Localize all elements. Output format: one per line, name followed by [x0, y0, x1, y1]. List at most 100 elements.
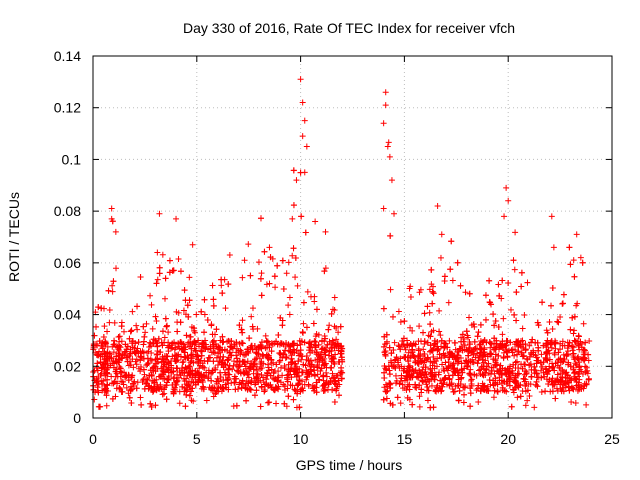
data-point [239, 274, 246, 281]
data-point [436, 351, 443, 358]
data-point [309, 347, 316, 354]
data-point [434, 202, 441, 209]
data-point [399, 381, 406, 388]
data-point [190, 359, 197, 366]
data-point [429, 362, 436, 369]
data-point [225, 281, 232, 288]
data-point [241, 257, 248, 264]
data-point [391, 363, 398, 370]
data-point [193, 348, 200, 355]
data-point [303, 376, 310, 383]
data-point [119, 378, 126, 385]
data-point [214, 345, 221, 352]
data-point [454, 352, 461, 359]
data-point [277, 379, 284, 386]
data-point [321, 382, 328, 389]
data-point [570, 386, 577, 393]
data-point [380, 205, 387, 212]
data-point [279, 322, 286, 329]
data-point [468, 377, 475, 384]
data-point [100, 377, 107, 384]
data-point [427, 333, 434, 340]
data-point [243, 365, 250, 372]
data-point [260, 360, 267, 367]
data-point [243, 369, 250, 376]
data-point [319, 357, 326, 364]
data-point [172, 379, 179, 386]
data-point [546, 376, 553, 383]
data-point [225, 356, 232, 363]
data-point [165, 329, 172, 336]
data-point [580, 346, 587, 353]
data-point [263, 337, 270, 344]
data-point [479, 356, 486, 363]
data-point [486, 277, 493, 284]
data-point [533, 370, 540, 377]
data-point [513, 289, 520, 296]
data-point [544, 340, 551, 347]
data-point [426, 309, 433, 316]
data-point [380, 396, 387, 403]
data-point [491, 387, 498, 394]
data-point [153, 387, 160, 394]
data-point [157, 349, 164, 356]
data-point [157, 373, 164, 380]
data-point [326, 322, 333, 329]
data-point [300, 299, 307, 306]
data-point [229, 345, 236, 352]
data-point [268, 366, 275, 373]
data-point [335, 329, 342, 336]
data-point [117, 365, 124, 372]
data-point [150, 364, 157, 371]
data-point [409, 327, 416, 334]
data-point [548, 302, 555, 309]
data-point [440, 340, 447, 347]
data-point [148, 404, 155, 411]
data-point [337, 323, 344, 330]
data-point [327, 377, 334, 384]
data-point [301, 169, 308, 176]
data-point [552, 360, 559, 367]
data-point [183, 391, 190, 398]
data-point [503, 184, 510, 191]
data-point [338, 342, 345, 349]
data-point [392, 380, 399, 387]
data-point [177, 319, 184, 326]
data-point [253, 387, 260, 394]
data-point [568, 343, 575, 350]
data-point [505, 197, 512, 204]
plot-frame [92, 55, 613, 419]
data-point [585, 375, 592, 382]
data-point [268, 356, 275, 363]
data-point [262, 332, 269, 339]
data-point [543, 344, 550, 351]
data-point [538, 351, 545, 358]
data-point [105, 287, 112, 294]
data-point [523, 370, 530, 377]
data-point [222, 381, 229, 388]
data-point [424, 339, 431, 346]
data-point [104, 343, 111, 350]
data-point [404, 383, 411, 390]
data-point [233, 402, 240, 409]
data-point [212, 390, 219, 397]
data-point [174, 328, 181, 335]
data-point [312, 357, 319, 364]
data-point [515, 341, 522, 348]
data-point [185, 363, 192, 370]
data-point [195, 358, 202, 365]
data-point [567, 326, 574, 333]
data-point [479, 339, 486, 346]
data-point [457, 282, 464, 289]
data-point [478, 363, 485, 370]
data-point [189, 241, 196, 248]
data-point [220, 385, 227, 392]
data-point [224, 357, 231, 364]
data-point [396, 380, 403, 387]
data-point [203, 397, 210, 404]
data-point [299, 353, 306, 360]
data-point [209, 282, 216, 289]
data-point [182, 403, 189, 410]
data-point [248, 342, 255, 349]
data-point [154, 355, 161, 362]
